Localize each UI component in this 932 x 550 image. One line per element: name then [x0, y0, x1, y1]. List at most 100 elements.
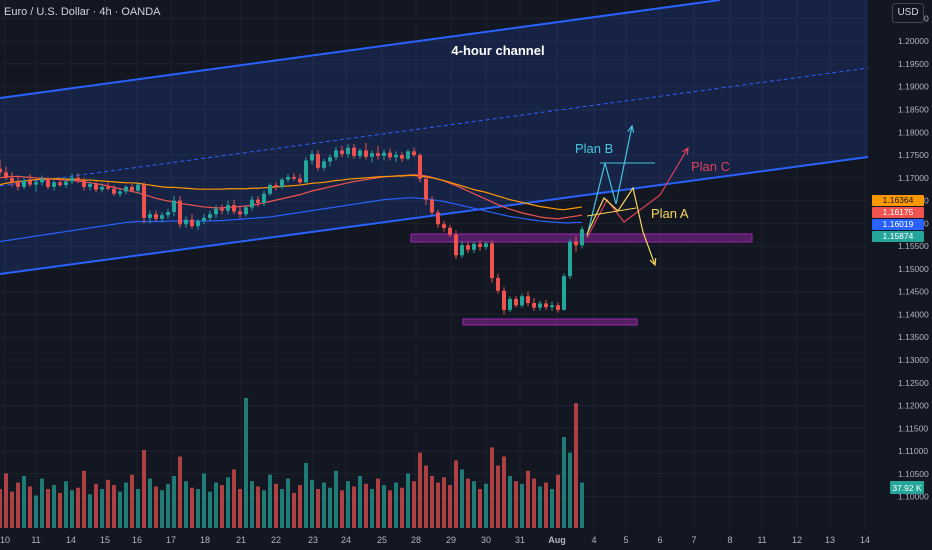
candle-body	[190, 219, 194, 227]
time-tick-label: 7	[691, 535, 696, 545]
candle-body	[46, 178, 50, 187]
candle-body	[478, 243, 482, 248]
volume-bar	[322, 482, 326, 528]
price-tick-label: 1.17500	[898, 150, 929, 160]
volume-bar	[118, 491, 122, 528]
time-tick-label: 10	[0, 535, 10, 545]
candle-body	[106, 186, 110, 189]
volume-bar	[448, 485, 452, 528]
plan-c-arrow-head	[681, 146, 689, 156]
ma-orange-line	[0, 174, 583, 211]
candle-body	[400, 155, 404, 159]
channel-lower-line	[0, 156, 869, 275]
time-tick-label: 23	[308, 535, 318, 545]
candle-body	[370, 153, 374, 157]
time-tick-label: 14	[860, 535, 870, 545]
volume-bar	[520, 483, 524, 528]
price-label-text: 1.16019	[883, 219, 914, 229]
volume-bar	[280, 489, 284, 528]
candle-body	[172, 200, 176, 212]
price-tick-label: 1.19000	[898, 82, 929, 92]
time-tick-label: 13	[825, 535, 835, 545]
candlesticks	[0, 143, 584, 315]
volume-bar	[208, 491, 212, 528]
ma-blue-line	[0, 197, 582, 243]
volume-bar	[262, 490, 266, 528]
candle-body	[136, 184, 140, 191]
time-tick-label: Aug	[548, 535, 566, 545]
volume-bar	[574, 403, 578, 528]
candle-body	[208, 214, 212, 218]
volume-bar	[550, 489, 554, 528]
price-label-text: 1.16175	[883, 207, 914, 217]
candle-body	[316, 154, 320, 168]
volume-bar	[4, 473, 8, 528]
price-axis[interactable]: 1.10000 1.10500 1.11000 1.11500 1.12000 1.125…	[868, 0, 932, 550]
candle-body	[490, 243, 494, 278]
volume-bar	[310, 479, 314, 528]
candle-body	[94, 184, 98, 190]
candle-body	[232, 205, 236, 212]
volume-bar	[76, 487, 80, 528]
time-axis-background	[0, 530, 932, 550]
price-axis-background	[868, 0, 932, 550]
price-label-badge	[872, 219, 924, 230]
moving-averages	[0, 174, 583, 243]
volume-bar	[274, 483, 278, 528]
volume-bar	[484, 483, 488, 528]
volume-bar	[178, 456, 182, 528]
volume-bar	[0, 489, 2, 528]
currency-button[interactable]: USD	[892, 3, 924, 23]
price-label-badge	[872, 207, 924, 218]
volume-bar	[436, 482, 440, 528]
price-tick-label: 1.13000	[898, 355, 929, 365]
volume-bar	[10, 491, 14, 528]
volume-bar	[340, 490, 344, 528]
volume-bar	[196, 489, 200, 528]
volume-bar	[298, 485, 302, 528]
volume-bar	[412, 481, 416, 528]
volume-bar	[22, 476, 26, 528]
candle-body	[322, 161, 326, 168]
time-tick-label: 4	[591, 535, 596, 545]
plan-a-range-line	[586, 207, 637, 217]
candle-body	[100, 186, 104, 190]
channel-label: 4-hour channel	[451, 43, 544, 58]
candle-body	[448, 227, 452, 235]
candle-body	[376, 153, 380, 156]
volume-bar	[136, 489, 140, 528]
candle-body	[358, 150, 362, 156]
volume-bar	[46, 489, 50, 528]
candle-body	[412, 151, 416, 156]
candle-body	[4, 172, 8, 178]
plan-c-label: Plan C	[691, 159, 730, 174]
volume-bar	[220, 485, 224, 528]
candle-body	[466, 245, 470, 250]
time-tick-label: 30	[481, 535, 491, 545]
time-tick-label: 15	[100, 535, 110, 545]
volume-bar	[502, 456, 506, 528]
candle-body	[562, 276, 566, 310]
time-axis[interactable]: 10 11 14 15 16 17 18 21 22 23 24 25 28 29 30 31 Aug 4 5 6 7 8…	[0, 530, 932, 550]
volume-bar	[16, 482, 20, 528]
candle-body	[526, 296, 530, 304]
volume-bar	[352, 486, 356, 528]
symbol-title[interactable]: Euro / U.S. Dollar · 4h · OANDA	[4, 6, 161, 18]
volume-bar	[112, 485, 116, 528]
candle-body	[256, 199, 260, 203]
volume-bar	[130, 474, 134, 528]
candle-body	[514, 298, 518, 306]
candle-body	[364, 150, 368, 157]
time-tick-label: 31	[515, 535, 525, 545]
candle-body	[52, 182, 56, 187]
price-label-text: 1.15874	[883, 231, 914, 241]
price-label-badge	[872, 195, 924, 206]
price-tick-label: 1.18500	[898, 104, 929, 114]
volume-bar	[124, 482, 128, 528]
volume-bar	[430, 476, 434, 528]
volume-bar	[580, 482, 584, 528]
candle-body	[310, 154, 314, 161]
volume-bar	[406, 473, 410, 528]
volume-bar	[40, 478, 44, 528]
